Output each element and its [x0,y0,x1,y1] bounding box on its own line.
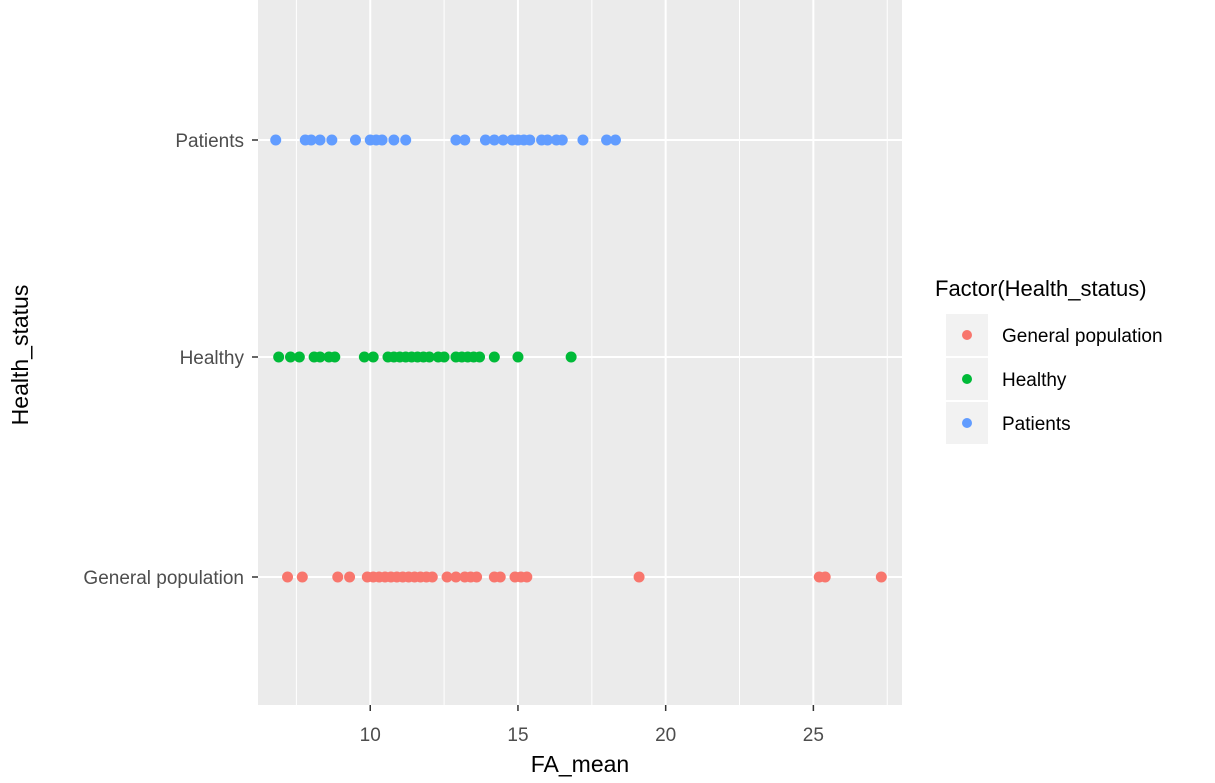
y-tick-label: Healthy [180,348,245,369]
legend-key-dot [962,330,972,340]
legend-key-dot [962,418,972,428]
legend-title: Factor(Health_status) [935,276,1147,301]
data-point [273,351,285,363]
data-point [524,134,536,146]
data-point [293,351,305,363]
x-tick-label: 15 [507,725,528,746]
x-tick-label: 20 [655,725,676,746]
data-points [270,134,887,583]
data-point [358,351,370,363]
data-point [349,134,361,146]
data-point [542,134,554,146]
data-point [459,134,471,146]
x-tick-label: 25 [803,725,824,746]
data-point [479,134,491,146]
data-point [565,351,577,363]
data-point [438,351,450,363]
data-point [601,134,613,146]
data-point [512,351,524,363]
data-point [556,134,568,146]
y-axis-title: Health_status [7,285,33,426]
minor-gridlines [295,0,888,705]
data-point [450,571,462,583]
data-point [875,571,887,583]
data-point [314,351,326,363]
y-axis: General population Healthy Patients [83,131,258,589]
data-point [488,134,500,146]
data-point [426,571,438,583]
data-point [423,351,435,363]
data-point [471,571,483,583]
legend: Factor(Health_status) General population… [935,276,1163,444]
x-tick-label: 10 [360,725,381,746]
legend-label: Patients [1002,414,1071,435]
data-point [497,134,509,146]
data-point [344,571,356,583]
data-point [376,134,388,146]
legend-label: Healthy [1002,370,1067,391]
data-point [488,351,500,363]
x-axis: 10 15 20 25 [360,705,824,746]
data-point [609,134,621,146]
data-point [329,351,341,363]
legend-label: General population [1002,326,1163,347]
data-point [819,571,831,583]
y-tick-label: General population [83,568,244,589]
data-point [494,571,506,583]
data-point [332,571,344,583]
data-point [367,351,379,363]
plot-panel [258,0,902,705]
data-point [474,351,486,363]
data-point [296,571,308,583]
data-point [326,134,338,146]
data-point [284,351,296,363]
data-point [314,134,326,146]
data-point [388,134,400,146]
data-point [400,134,412,146]
data-point [441,571,453,583]
data-point [633,571,645,583]
data-point [270,134,282,146]
data-point [282,571,294,583]
legend-key-dot [962,374,972,384]
data-point [577,134,589,146]
data-point [305,134,317,146]
y-tick-label: Patients [175,131,244,152]
x-axis-title: FA_mean [531,751,629,777]
data-point [450,134,462,146]
data-point [521,571,533,583]
